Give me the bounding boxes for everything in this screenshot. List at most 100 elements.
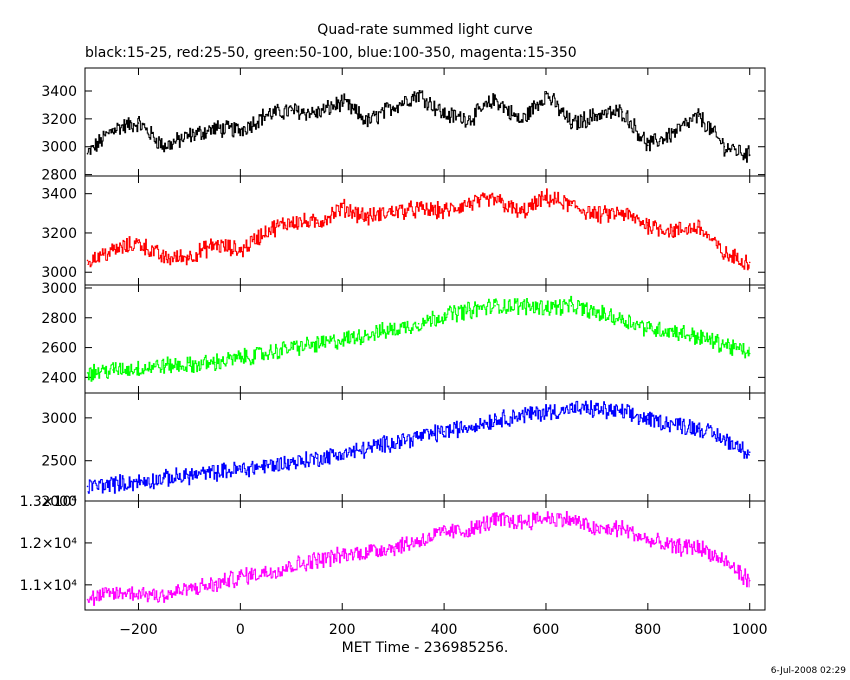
x-tick-label: 200 — [329, 622, 356, 638]
data-point — [748, 579, 751, 582]
data-point — [163, 594, 165, 597]
y-tick-label: 1.2×10⁴ — [20, 536, 78, 552]
data-point — [748, 154, 751, 156]
x-axis-label: MET Time - 236985256. — [341, 640, 509, 656]
data-point — [341, 339, 344, 341]
data-point — [290, 461, 293, 464]
panel-frame — [84, 392, 766, 502]
data-point — [443, 113, 445, 116]
data-point — [596, 312, 598, 315]
data-point — [341, 453, 344, 455]
series-line-green — [87, 295, 750, 382]
data-point — [443, 313, 445, 316]
data-point — [672, 330, 675, 332]
y-tick-label: 3400 — [41, 84, 77, 100]
x-tick-label: 1000 — [732, 622, 768, 638]
data-point — [723, 253, 726, 256]
data-point — [137, 367, 140, 370]
panel-frame — [84, 175, 766, 286]
data-point — [112, 249, 114, 252]
data-point — [239, 129, 242, 131]
data-point — [137, 241, 140, 244]
data-point — [290, 109, 293, 112]
data-point — [137, 592, 140, 595]
y-tick-label: 2400 — [41, 370, 77, 386]
data-point — [341, 206, 344, 209]
panel-frame — [84, 67, 766, 177]
data-point — [392, 441, 394, 443]
data-point — [265, 571, 267, 574]
data-point — [265, 352, 267, 355]
data-point — [697, 336, 700, 338]
data-point — [545, 92, 547, 95]
data-point — [621, 212, 624, 215]
data-point — [137, 481, 140, 483]
data-point — [723, 343, 726, 346]
data-point — [545, 516, 547, 519]
data-point — [417, 540, 420, 542]
data-point — [239, 468, 242, 471]
data-point — [315, 558, 318, 561]
data-point — [443, 210, 445, 213]
data-point — [188, 474, 191, 477]
data-point — [188, 364, 191, 367]
series-line-blue — [87, 400, 750, 494]
x-tick-label: 0 — [236, 622, 245, 638]
data-point — [596, 113, 598, 116]
data-point — [265, 465, 267, 467]
x-tick-label: 400 — [431, 622, 458, 638]
data-point — [163, 477, 165, 480]
panel-frame — [84, 500, 766, 611]
data-point — [366, 120, 369, 123]
data-point — [443, 430, 445, 433]
y-tick-label: 3200 — [41, 112, 77, 128]
data-point — [596, 529, 598, 532]
data-point — [621, 111, 624, 113]
data-point — [188, 134, 191, 137]
data-point — [417, 435, 420, 438]
data-point — [697, 427, 700, 429]
y-tick-label: 3000 — [41, 281, 77, 297]
data-point — [188, 588, 191, 590]
data-point — [214, 243, 216, 246]
data-point — [672, 546, 675, 548]
data-point — [86, 372, 89, 374]
data-point — [647, 327, 649, 330]
data-point — [86, 485, 89, 488]
data-point — [647, 540, 649, 542]
data-point — [647, 224, 649, 226]
data-point — [570, 305, 573, 307]
data-point — [748, 451, 751, 453]
data-point — [468, 529, 471, 532]
data-point — [265, 230, 267, 232]
data-point — [697, 115, 700, 117]
data-point — [621, 527, 624, 530]
data-point — [112, 127, 114, 130]
y-tick-label: 1.3×10⁴ — [20, 494, 78, 510]
data-point — [214, 471, 216, 474]
data-point — [392, 546, 394, 548]
data-point — [366, 216, 369, 219]
y-tick-label: 3000 — [41, 140, 77, 156]
panel-frame — [84, 284, 766, 394]
data-point — [188, 255, 191, 258]
data-point — [545, 411, 547, 413]
data-point — [748, 261, 751, 264]
data-point — [468, 118, 471, 120]
data-point — [723, 560, 726, 563]
data-point — [239, 249, 242, 252]
x-tick-label: −200 — [119, 622, 157, 638]
data-point — [366, 550, 369, 553]
data-point — [519, 521, 522, 523]
data-point — [341, 101, 344, 103]
data-point — [163, 257, 165, 260]
data-point — [392, 328, 394, 331]
data-point — [723, 438, 726, 441]
data-point — [697, 546, 700, 548]
data-point — [545, 196, 547, 199]
data-point — [290, 565, 293, 567]
y-tick-label: 2800 — [41, 311, 77, 327]
data-point — [86, 152, 89, 155]
chart-subtitle: black:15-25, red:25-50, green:50-100, bl… — [85, 45, 577, 61]
